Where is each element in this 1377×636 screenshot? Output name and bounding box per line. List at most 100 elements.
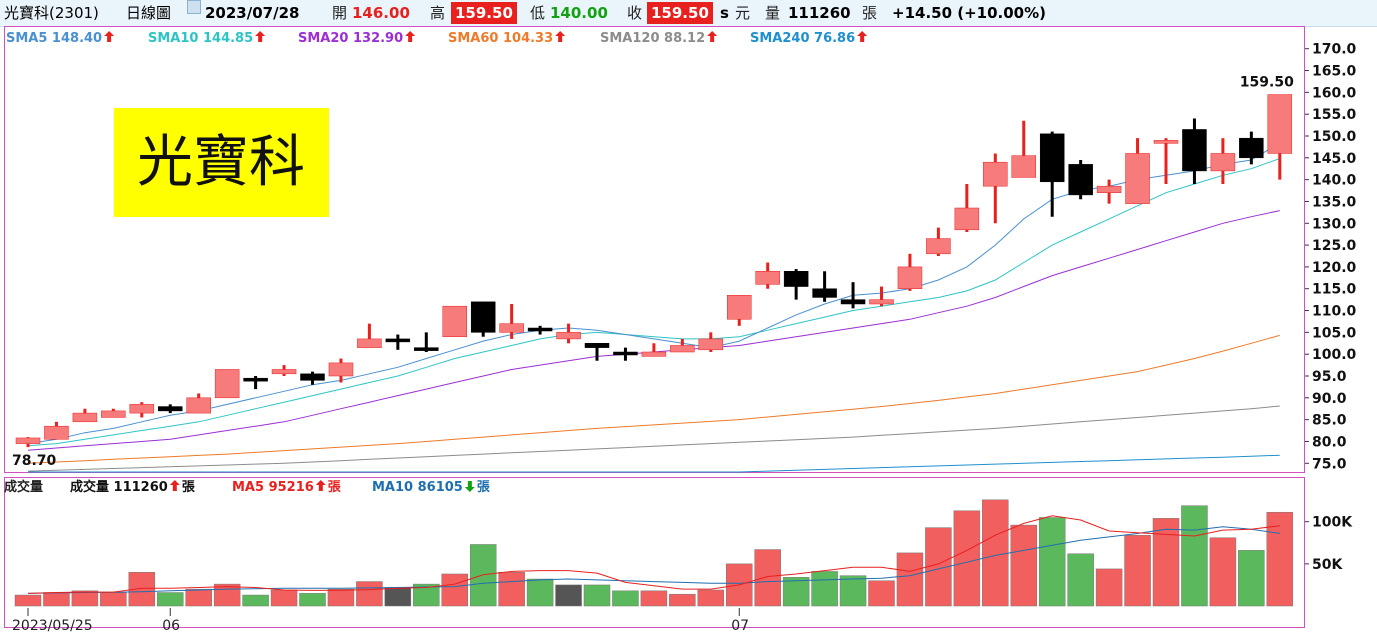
- high-label: 高: [430, 4, 446, 22]
- date-axis: 2023/05/25 06 07: [12, 608, 749, 634]
- candle-body: [385, 338, 411, 343]
- price-tick-label: 80.0: [1312, 434, 1347, 450]
- open-value: 146.00: [352, 4, 410, 22]
- volume-bar: [270, 589, 298, 607]
- price-tick-label: 150.0: [1312, 129, 1357, 145]
- sma-legend: SMA5 148.40 SMA10 144.85 SMA20 132.90 SMA60…: [6, 31, 868, 46]
- quote-header: 光寶科(2301) 日線圖 2023/07/28 開 146.00 高 159.…: [0, 0, 1377, 27]
- price-tick-label: 155.0: [1312, 107, 1357, 123]
- volume-legend-item: 成交量 111260: [70, 479, 168, 495]
- volume-bar: [242, 594, 269, 607]
- volume-legend-unit: 張: [328, 480, 342, 495]
- candle-body: [983, 161, 1008, 187]
- candle-body: [72, 412, 98, 423]
- volume-legend-unit: 張: [182, 480, 196, 495]
- volume-bar: [782, 577, 810, 607]
- sma-legend-item: SMA20 132.90: [298, 31, 403, 46]
- candle-body: [698, 338, 724, 351]
- candle-body: [1096, 185, 1122, 193]
- vol_ma10-line: [27, 526, 1280, 594]
- sma-legend-item: SMA5 148.40: [6, 31, 102, 46]
- volume-bar: [327, 588, 355, 607]
- price-tick-label: 120.0: [1312, 260, 1357, 276]
- volume-bar: [384, 587, 412, 607]
- volume-bar: [697, 589, 725, 607]
- candle-body: [755, 271, 780, 285]
- candle-body: [271, 369, 297, 375]
- candle-body: [1068, 164, 1093, 196]
- price-tick-label: 85.0: [1312, 413, 1347, 429]
- volume-bar: [185, 588, 212, 607]
- candle-body: [243, 377, 268, 382]
- volume-tick-label: 50K: [1312, 557, 1343, 573]
- sma60-line: [27, 334, 1280, 464]
- volume-bar: [669, 593, 696, 607]
- volume-value: 111260: [788, 4, 851, 22]
- candle-body: [1210, 153, 1236, 172]
- logo-box: 光寶科: [114, 108, 329, 217]
- volume-bar: [1152, 518, 1180, 607]
- high-value: 159.50: [451, 2, 517, 24]
- up-arrow-icon: [255, 31, 266, 42]
- candle-body: [1039, 133, 1065, 183]
- max-price-label: 159.50: [1240, 75, 1294, 91]
- date-picker-icon[interactable]: [187, 0, 201, 14]
- candle-body: [869, 299, 894, 305]
- candle-body: [470, 301, 496, 333]
- stock-name: 光寶科(2301): [4, 4, 99, 22]
- candle-body: [727, 295, 752, 320]
- sma-legend-item: SMA120 88.12: [600, 31, 705, 46]
- open-label: 開: [332, 4, 348, 22]
- volume-bar: [868, 580, 895, 607]
- candle-body: [15, 437, 41, 444]
- volume-bars: [14, 499, 1294, 607]
- down-arrow-icon: [464, 481, 475, 492]
- stock-chart[interactable]: 170.0 165.0 160.0 155.0 150.0 145.0 140.0 135.0…: [0, 26, 1377, 636]
- volume-bar: [982, 499, 1009, 607]
- volume-bar: [1010, 524, 1037, 607]
- candle-body: [186, 397, 211, 414]
- candle-body: [670, 345, 695, 353]
- candle-body: [897, 266, 923, 289]
- volume-bar: [1067, 553, 1094, 607]
- volume-bar: [157, 592, 184, 607]
- volume-bar: [612, 590, 639, 607]
- volume-bar: [356, 581, 383, 607]
- price-tick-label: 95.0: [1312, 369, 1347, 385]
- volume-bar: [1095, 568, 1123, 607]
- price-tick-label: 160.0: [1312, 85, 1357, 101]
- volume-bar: [1124, 534, 1151, 607]
- candle-body: [641, 351, 667, 357]
- vol_ma5-line: [27, 515, 1280, 594]
- candle-body: [328, 362, 354, 377]
- candle-body: [300, 373, 325, 381]
- close-suffix: s: [720, 4, 729, 22]
- sma240-line: [28, 454, 1280, 473]
- price-tick-label: 100.0: [1312, 347, 1357, 363]
- volume-bar: [811, 571, 838, 607]
- volume-bar: [1238, 550, 1265, 607]
- price-tick-label: 105.0: [1312, 325, 1357, 341]
- period-label[interactable]: 日線圖: [126, 4, 172, 22]
- volume-label: 量: [765, 4, 781, 22]
- volume-bar: [526, 578, 554, 607]
- candle-body: [44, 425, 69, 440]
- price-tick-label: 75.0: [1312, 456, 1347, 472]
- volume-bar: [555, 584, 582, 607]
- volume-bar: [43, 592, 70, 607]
- volume-legend-item: MA5 95216: [232, 480, 314, 495]
- price-panel-frame: [4, 26, 1305, 473]
- candle-body: [1153, 140, 1179, 144]
- up-arrow-icon: [104, 31, 115, 42]
- up-arrow-icon: [169, 480, 180, 491]
- price-tick-label: 145.0: [1312, 151, 1357, 167]
- volume-bar: [14, 594, 42, 607]
- volume-bar: [1209, 537, 1237, 607]
- price-tick-label: 115.0: [1312, 282, 1357, 298]
- volume-bar: [640, 590, 668, 607]
- volume-bar: [299, 593, 326, 607]
- price-tick-label: 165.0: [1312, 64, 1357, 80]
- volume-bar: [754, 549, 781, 607]
- low-label: 低: [530, 4, 546, 22]
- change-value: +14.50 (+10.00%): [892, 4, 1046, 22]
